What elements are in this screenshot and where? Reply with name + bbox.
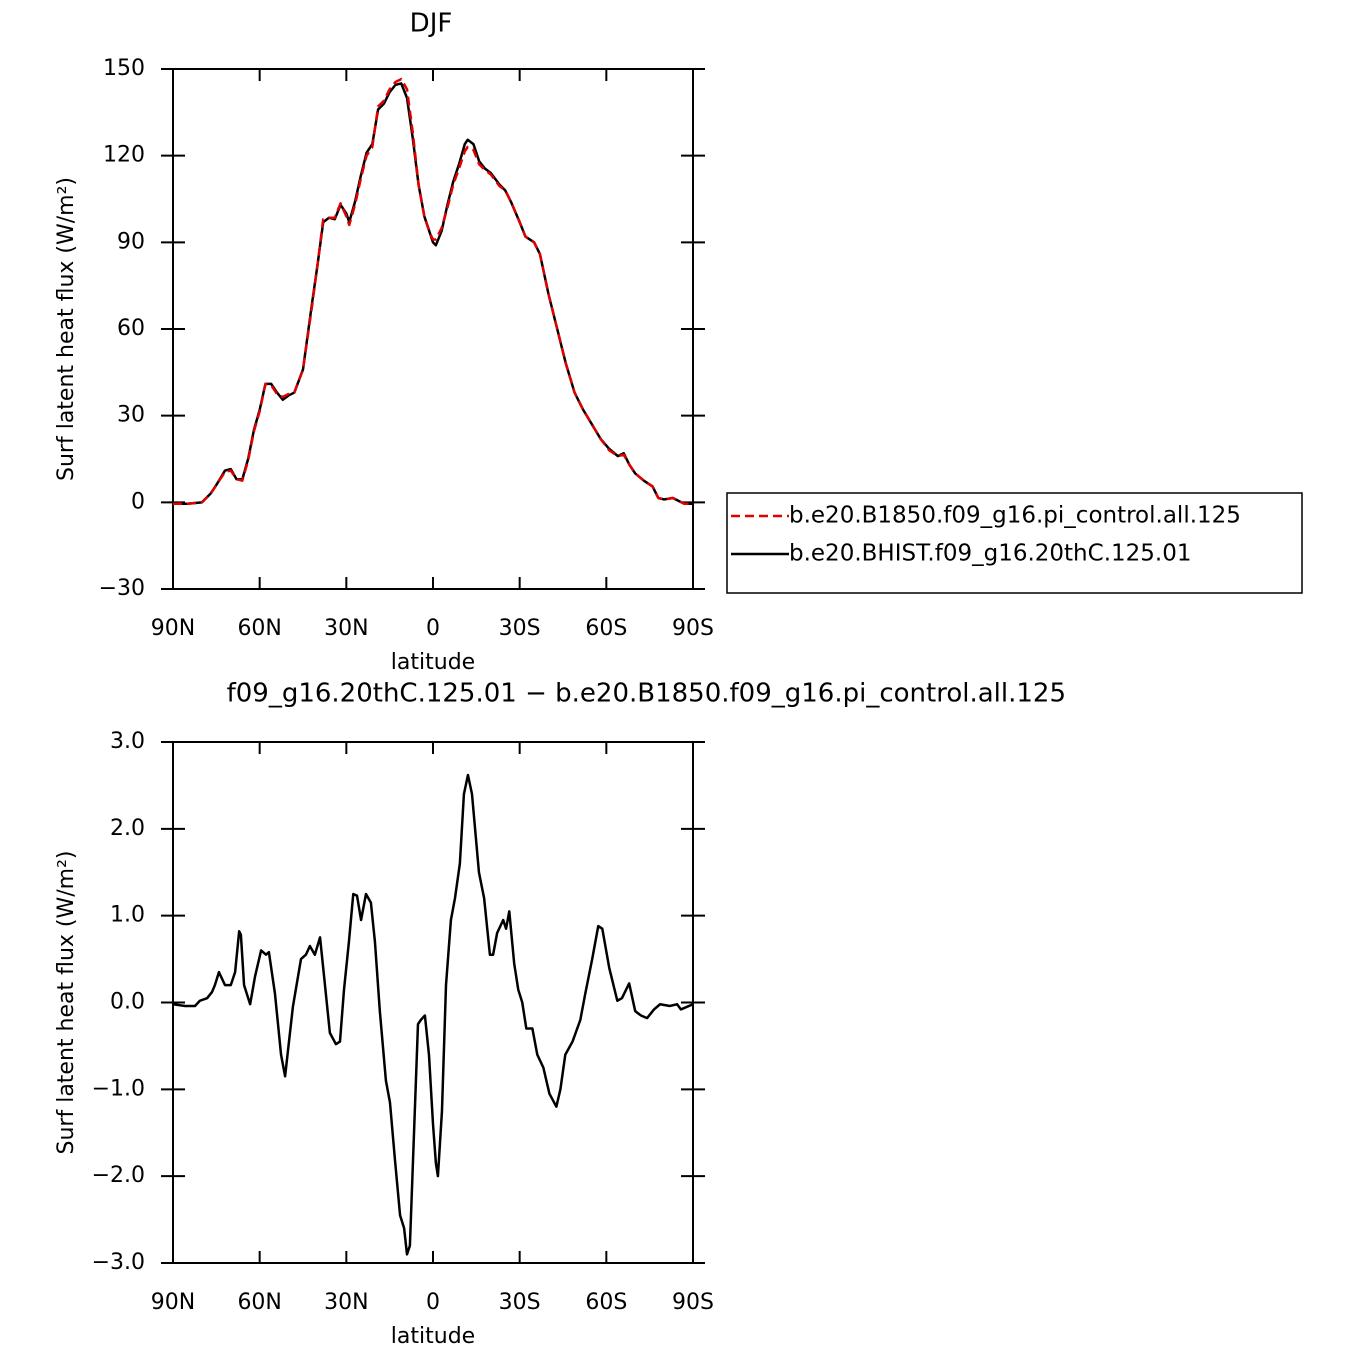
y-tick-label: −1.0 bbox=[92, 1076, 145, 1101]
legend-label: b.e20.B1850.f09_g16.pi_control.all.125 bbox=[789, 503, 1241, 529]
y-tick-label: 120 bbox=[103, 143, 145, 168]
y-tick-label: 60 bbox=[117, 316, 145, 341]
x-axis-label: latitude bbox=[391, 650, 475, 675]
x-tick-label: 90S bbox=[672, 616, 714, 641]
y-tick-label: 90 bbox=[117, 229, 145, 254]
y-tick-label: 150 bbox=[103, 56, 145, 81]
x-tick-label: 60S bbox=[585, 1290, 627, 1315]
x-tick-label: 0 bbox=[426, 616, 440, 641]
x-tick-label: 90N bbox=[151, 1290, 195, 1315]
x-tick-label: 0 bbox=[426, 1290, 440, 1315]
data-line bbox=[173, 77, 693, 506]
legend-label: b.e20.BHIST.f09_g16.20thC.125.01 bbox=[789, 541, 1191, 567]
legend-box bbox=[726, 492, 1303, 594]
x-tick-label: 30N bbox=[324, 616, 368, 641]
y-tick-label: 0.0 bbox=[110, 990, 145, 1015]
y-tick-label: 1.0 bbox=[110, 903, 145, 928]
x-tick-label: 90N bbox=[151, 616, 195, 641]
y-tick-label: 2.0 bbox=[110, 816, 145, 841]
data-line bbox=[172, 773, 694, 1256]
plot-frame bbox=[172, 68, 694, 590]
x-tick-label: 60N bbox=[237, 1290, 281, 1315]
y-axis-label: Surf latent heat flux (W/m²) bbox=[54, 177, 79, 481]
y-tick-label: −3.0 bbox=[92, 1250, 145, 1275]
y-tick-label: 3.0 bbox=[110, 729, 145, 754]
y-tick-label: 30 bbox=[117, 403, 145, 428]
x-tick-label: 30S bbox=[499, 616, 541, 641]
y-tick-label: −2.0 bbox=[92, 1163, 145, 1188]
chart-title: f09_g16.20thC.125.01 − b.e20.B1850.f09_g… bbox=[227, 679, 1066, 709]
y-tick-label: 0 bbox=[131, 489, 145, 514]
chart-title: DJF bbox=[410, 9, 453, 39]
x-axis-label: latitude bbox=[391, 1324, 475, 1349]
x-tick-label: 60N bbox=[237, 616, 281, 641]
x-tick-label: 60S bbox=[585, 616, 627, 641]
y-axis-label: Surf latent heat flux (W/m²) bbox=[54, 851, 79, 1155]
x-tick-label: 30N bbox=[324, 1290, 368, 1315]
y-tick-label: −30 bbox=[99, 576, 145, 601]
x-tick-label: 90S bbox=[672, 1290, 714, 1315]
x-tick-label: 30S bbox=[499, 1290, 541, 1315]
plot-frame bbox=[172, 741, 694, 1264]
